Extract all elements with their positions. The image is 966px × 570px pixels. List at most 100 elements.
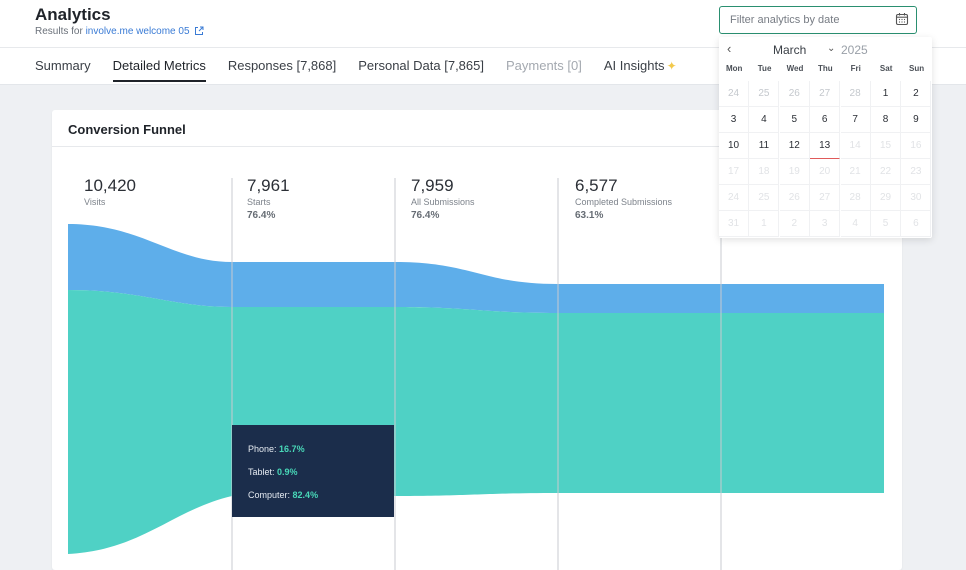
calendar-day[interactable]: 6 — [901, 211, 932, 237]
tooltip-row-tablet: Tablet: 0.9% — [248, 467, 298, 477]
header-divider — [0, 47, 966, 48]
funnel-area-main — [68, 290, 884, 554]
calendar-day[interactable]: 5 — [871, 211, 901, 237]
weekday-label: Wed — [786, 64, 804, 73]
calendar-day[interactable]: 20 — [810, 159, 841, 185]
tooltip-label: Phone: — [248, 444, 277, 454]
card-divider — [52, 146, 902, 147]
calendar-day[interactable]: 22 — [871, 159, 901, 185]
stage-value: 10,420 — [84, 176, 136, 195]
tooltip-label: Computer: — [248, 490, 291, 500]
calendar-day[interactable]: 7 — [840, 107, 871, 133]
weekday-label: Sun — [908, 64, 925, 73]
calendar-day[interactable]: 23 — [901, 159, 932, 185]
calendar-day[interactable]: 24 — [719, 185, 749, 211]
tab-payments[interactable]: Payments [0] — [505, 58, 582, 73]
calendar-year[interactable]: 2025 — [841, 43, 868, 57]
chevron-left-icon[interactable]: ‹ — [727, 41, 732, 56]
calendar-day[interactable]: 15 — [871, 133, 901, 159]
tooltip-value: 82.4% — [292, 490, 319, 500]
calendar-header: ‹ March ⌄ 2025 — [719, 37, 932, 61]
calendar-day[interactable]: 19 — [779, 159, 810, 185]
calendar-day[interactable]: 12 — [779, 133, 810, 159]
stage-label: All Submissions — [411, 197, 475, 207]
tooltip-value: 16.7% — [279, 444, 305, 454]
calendar-day[interactable]: 10 — [719, 133, 749, 159]
calendar-day[interactable]: 25 — [749, 185, 780, 211]
stage-value: 7,959 — [411, 176, 454, 195]
stage-value: 7,961 — [247, 176, 290, 195]
calendar-day[interactable]: 4 — [749, 107, 780, 133]
calendar-day[interactable]: 17 — [719, 159, 749, 185]
tab-responses[interactable]: Responses [7,868] — [227, 58, 337, 73]
calendar-day[interactable]: 2 — [779, 211, 810, 237]
date-filter-input-box[interactable] — [719, 6, 917, 34]
stage-visits: 10,420 Visits — [84, 176, 136, 207]
stage-all-submissions: 7,959 All Submissions 76.4% — [411, 176, 475, 221]
stage-label: Completed Submissions — [575, 197, 673, 207]
stage-starts: 7,961 Starts 76.4% — [247, 176, 290, 221]
calendar-day[interactable]: 21 — [840, 159, 871, 185]
tooltip-value: 0.9% — [277, 467, 298, 477]
weekday-label: Sat — [879, 64, 893, 73]
calendar-day[interactable]: 3 — [719, 107, 749, 133]
stage-completed-submissions: 6,577 Completed Submissions 63.1% — [575, 176, 672, 221]
calendar-day[interactable]: 4 — [840, 211, 871, 237]
stage-value: 6,577 — [575, 176, 618, 195]
stage-percent: 76.4% — [411, 210, 440, 221]
chevron-down-icon[interactable]: ⌄ — [827, 43, 836, 54]
tab-summary[interactable]: Summary — [35, 58, 91, 73]
calendar-day[interactable]: 27 — [810, 185, 841, 211]
calendar-day[interactable]: 29 — [871, 185, 901, 211]
date-picker-popup: ‹ March ⌄ 2025 Mon Tue Wed Thu Fri Sat S… — [719, 37, 932, 238]
calendar-day[interactable]: 5 — [779, 107, 810, 133]
calendar-day[interactable]: 8 — [871, 107, 901, 133]
calendar-day[interactable]: 26 — [779, 185, 810, 211]
tab-personal-data[interactable]: Personal Data [7,865] — [358, 58, 484, 73]
calendar-day[interactable]: 31 — [719, 211, 749, 237]
stage-percent: 63.1% — [575, 210, 604, 221]
tab-ai-insights[interactable]: AI Insights ✦ — [604, 58, 677, 82]
tab-ai-insights-label: AI Insights — [603, 58, 665, 73]
weekday-row: Mon Tue Wed Thu Fri Sat Sun — [719, 64, 932, 73]
date-filter-input[interactable] — [728, 13, 892, 27]
calendar-day[interactable]: 24 — [719, 81, 749, 107]
calendar-icon[interactable] — [895, 12, 909, 31]
tooltip-row-computer: Computer: 82.4% — [248, 490, 318, 500]
calendar-day[interactable]: 28 — [840, 81, 871, 107]
stage-label: Starts — [247, 197, 271, 207]
calendar-day[interactable]: 2 — [901, 81, 932, 107]
tab-bar: Summary Detailed Metrics Responses [7,86… — [35, 58, 699, 84]
tab-detailed-metrics[interactable]: Detailed Metrics — [112, 58, 207, 82]
weekday-label: Thu — [818, 64, 833, 73]
project-link[interactable]: involve.me welcome 05 — [85, 26, 190, 37]
weekday-label: Mon — [725, 64, 743, 73]
stage-percent: 76.4% — [247, 210, 276, 221]
calendar-day[interactable]: 3 — [810, 211, 841, 237]
calendar-day[interactable]: 28 — [840, 185, 871, 211]
results-prefix: Results for — [35, 26, 83, 37]
tooltip-label: Tablet: — [248, 467, 275, 477]
calendar-day[interactable]: 1 — [871, 81, 901, 107]
calendar-day[interactable]: 18 — [749, 159, 780, 185]
results-subtitle: Results for involve.me welcome 05 — [35, 26, 204, 39]
weekday-label: Fri — [850, 64, 861, 73]
calendar-day[interactable]: 1 — [749, 211, 780, 237]
calendar-day[interactable]: 26 — [779, 81, 810, 107]
calendar-day[interactable]: 14 — [840, 133, 871, 159]
funnel-area-top — [68, 224, 884, 313]
device-breakdown-tooltip: Phone: 16.7% Tablet: 0.9% Computer: 82.4… — [232, 425, 394, 517]
calendar-day[interactable]: 30 — [901, 185, 932, 211]
calendar-day[interactable]: 25 — [749, 81, 780, 107]
tooltip-row-phone: Phone: 16.7% — [248, 444, 305, 454]
calendar-day[interactable]: 6 — [810, 107, 841, 133]
calendar-day[interactable]: 11 — [749, 133, 780, 159]
calendar-day[interactable]: 16 — [901, 133, 932, 159]
external-link-icon[interactable] — [194, 26, 204, 39]
page-title: Analytics — [35, 5, 111, 24]
calendar-day[interactable]: 9 — [901, 107, 932, 133]
sparkle-icon: ✦ — [666, 59, 677, 73]
calendar-day[interactable]: 13 — [810, 133, 841, 159]
calendar-month[interactable]: March — [773, 43, 807, 57]
calendar-day[interactable]: 27 — [810, 81, 841, 107]
